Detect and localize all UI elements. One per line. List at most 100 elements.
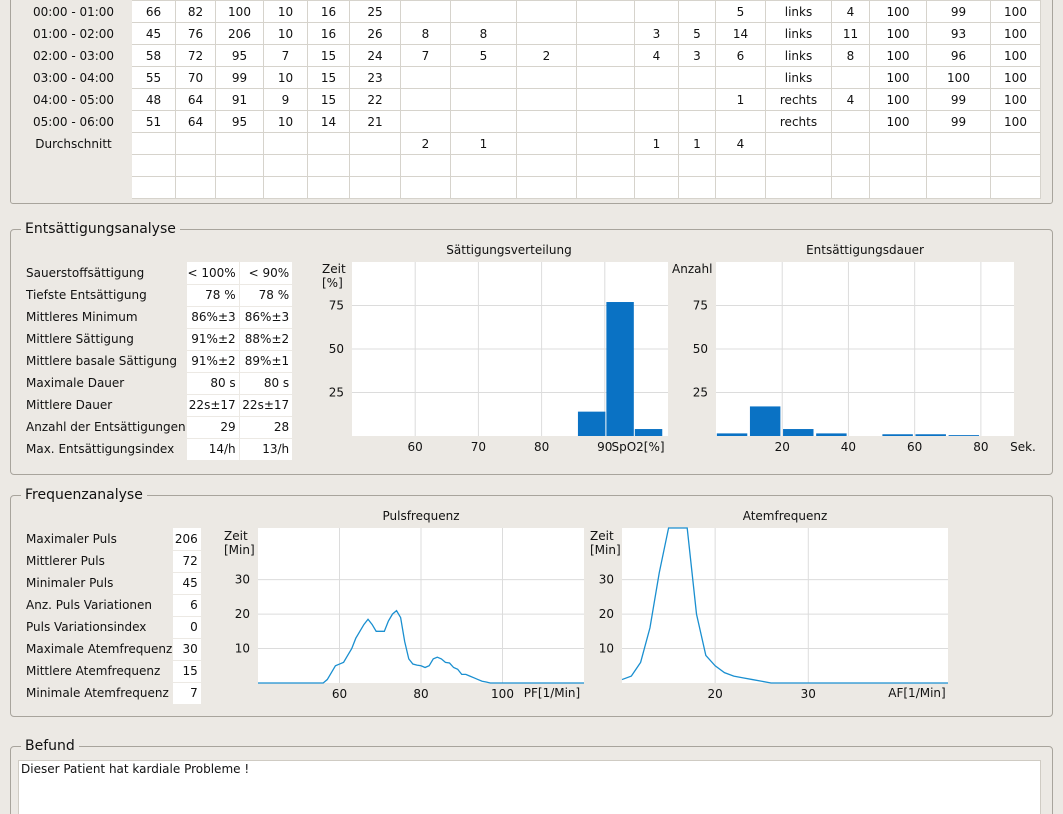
stat-label: Minimaler Puls <box>26 576 114 590</box>
data-series <box>257 609 585 684</box>
stat-label: Mittlere Sättigung <box>26 332 134 346</box>
table-row: Minimale Atemfrequenz 7 <box>24 682 201 705</box>
table-row <box>15 176 1041 199</box>
table-row-label <box>15 176 132 199</box>
stat-value: 80 s <box>185 372 240 395</box>
table-cell: 100 <box>926 66 991 89</box>
stat-label: Mittlere Dauer <box>26 398 113 412</box>
table-row: Mittlere Atemfrequenz 15 <box>24 660 201 683</box>
table-cell: 22 <box>349 88 401 111</box>
x-axis-label: AF[1/Min] <box>888 686 945 700</box>
y-tick-label: 30 <box>235 573 250 587</box>
table-cell: 25 <box>349 0 401 23</box>
table-cell: 64 <box>175 110 216 133</box>
table-cell: 14 <box>307 110 350 133</box>
stat-label: Anzahl der Entsättigungen <box>26 420 186 434</box>
stat-label: Mittlere basale Sättigung <box>26 354 177 368</box>
x-tick-label: 40 <box>841 440 856 454</box>
stat-value: 28 <box>238 416 293 439</box>
table-row: 05:00 - 06:00 51 64 95 10 14 21 rechts 100 99 100 <box>15 110 1041 133</box>
table-row: Maximale Dauer 80 s 80 s <box>24 372 293 395</box>
stat-label: Minimale Atemfrequenz <box>26 686 169 700</box>
table-row: Maximale Atemfrequenz 30 <box>24 638 201 661</box>
desaturation-analysis-group: Entsättigungsanalyse <box>10 220 1053 475</box>
y-tick-label: 10 <box>599 642 614 656</box>
table-row: 02:00 - 03:00 58 72 95 7 15 24 7 5 2 4 3 6 links 8 100 9… <box>15 44 1041 67</box>
stat-value: 22s±17 <box>238 394 293 417</box>
bar <box>915 434 946 436</box>
stat-value: 89%±1 <box>238 350 293 373</box>
y-tick-label: 50 <box>693 342 708 356</box>
series-line <box>621 527 948 684</box>
findings-group: Befund <box>10 737 1053 814</box>
plot-area <box>622 528 948 683</box>
table-cell: 55 <box>131 66 176 89</box>
desaturation-stats-table: Sauerstoffsättigung < 100% < 90% Tiefste En… <box>24 262 293 461</box>
table-row: Mittlere Dauer 22s±17 22s±17 <box>24 394 293 417</box>
table-cell: 100 <box>869 88 927 111</box>
stat-value: 30 <box>172 638 201 661</box>
y-axis-label: Zeit <box>590 529 614 543</box>
y-axis-label: Anzahl <box>672 262 712 276</box>
findings-text: Dieser Patient hat kardiale Probleme ! <box>21 762 250 776</box>
table-row: Max. Entsättigungsindex 14/h 13/h <box>24 438 293 461</box>
table-cell: 10 <box>263 66 308 89</box>
stat-value: 13/h <box>238 438 293 461</box>
hourly-table: 00:00 - 01:00 66 82 100 10 16 25 5 links 4 100 99 10… <box>15 0 1041 199</box>
stat-value: 14/h <box>185 438 240 461</box>
stat-value: 78 % <box>238 284 293 307</box>
table-row: Mittleres Minimum 86%±3 86%±3 <box>24 306 293 329</box>
table-row: Durchschnitt 2 1 1 1 4 <box>15 132 1041 155</box>
table-cell: links <box>765 44 832 67</box>
stat-value: 29 <box>185 416 240 439</box>
series-line <box>258 609 584 684</box>
table-row-label: 05:00 - 06:00 <box>15 110 132 133</box>
stat-label: Maximaler Puls <box>26 532 117 546</box>
y-tick-label: 20 <box>235 607 250 621</box>
hourly-table-frame <box>10 0 1053 204</box>
table-row-label: 04:00 - 05:00 <box>15 88 132 111</box>
x-tick-label: 80 <box>973 440 988 454</box>
y-tick-label: 25 <box>329 386 344 400</box>
bar <box>749 406 781 436</box>
stat-label: Mittleres Minimum <box>26 310 138 324</box>
table-row: Mittlerer Puls 72 <box>24 550 201 573</box>
table-row-label: 02:00 - 03:00 <box>15 44 132 67</box>
table-row: Tiefste Entsättigung 78 % 78 % <box>24 284 293 307</box>
findings-text-area[interactable]: Dieser Patient hat kardiale Probleme ! <box>18 760 1041 814</box>
x-tick-label: 60 <box>907 440 922 454</box>
y-tick-label: 75 <box>329 299 344 313</box>
x-axis-label: SpO2[%] <box>611 440 664 454</box>
y-axis-label: [Min] <box>224 543 255 557</box>
y-axis-label: Zeit <box>322 262 346 276</box>
stat-value: < 90% <box>238 262 293 285</box>
y-tick-label: 10 <box>235 642 250 656</box>
table-row: 01:00 - 02:00 45 76 206 10 16 26 8 8 3 5 14 links 11 1… <box>15 22 1041 45</box>
stat-label: Mittlere Atemfrequenz <box>26 664 161 678</box>
stat-value: 78 % <box>185 284 240 307</box>
x-tick-label: 70 <box>471 440 486 454</box>
y-tick-label: 30 <box>599 573 614 587</box>
stat-label: Puls Variationsindex <box>26 620 147 634</box>
table-row: Anz. Puls Variationen 6 <box>24 594 201 617</box>
table-row: 00:00 - 01:00 66 82 100 10 16 25 5 links 4 100 99 10… <box>15 0 1041 23</box>
data-series <box>621 527 949 684</box>
table-row: Sauerstoffsättigung < 100% < 90% <box>24 262 293 285</box>
frequency-stats-table: Maximaler Puls 206 Mittlerer Puls 72 Minimal… <box>24 528 201 705</box>
x-tick-label: 80 <box>413 687 428 701</box>
table-row: Maximaler Puls 206 <box>24 528 201 551</box>
stat-value: 86%±3 <box>238 306 293 329</box>
x-tick-label: 80 <box>534 440 549 454</box>
table-cell: 91 <box>215 88 264 111</box>
stat-label: Mittlerer Puls <box>26 554 105 568</box>
table-row-label <box>15 154 132 177</box>
table-row: Anzahl der Entsättigungen 29 28 <box>24 416 293 439</box>
chart-title: Pulsfrequenz <box>382 509 460 523</box>
y-tick-label: 50 <box>329 342 344 356</box>
frequency-analysis-title: Frequenzanalyse <box>21 486 147 504</box>
stat-value: 72 <box>172 550 201 573</box>
x-axis-label: Sek. <box>1010 440 1036 454</box>
x-tick-label: 20 <box>775 440 790 454</box>
stat-value: 91%±2 <box>185 328 240 351</box>
